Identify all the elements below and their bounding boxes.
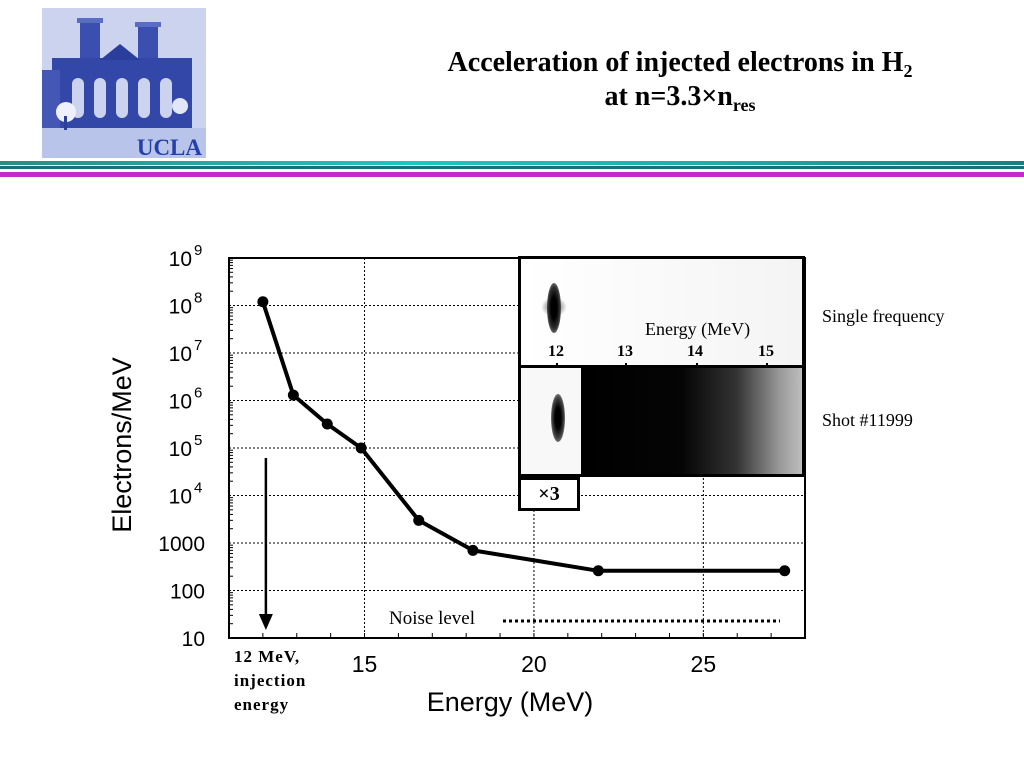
y-tick-label: 10: [169, 391, 192, 414]
inset-tick-label: 13: [617, 343, 633, 360]
y-tick-exponent: 7: [194, 337, 202, 354]
title-line-1: Acceleration of injected electrons in H2: [447, 47, 913, 81]
y-tick-label: 10: [182, 628, 205, 651]
single-frequency-label: Single frequency: [822, 306, 945, 326]
page-title: Acceleration of injected electrons in H2…: [340, 46, 1020, 114]
minor-ticks: [228, 259, 806, 638]
y-tick-label: 10: [169, 296, 192, 319]
x-tick-label: 20: [521, 651, 547, 677]
title-line-2: at n=3.3×nres: [604, 81, 756, 115]
royce-hall-icon: [42, 8, 206, 158]
x-tick-label: 15: [352, 651, 378, 677]
logo-text: UCLA: [136, 135, 202, 160]
data-series: [257, 296, 791, 577]
inset-tick-mark: [556, 363, 558, 369]
ucla-logo: UCLA: [42, 8, 206, 160]
data-point: [779, 565, 791, 577]
dark-teal-rule: [0, 166, 1024, 169]
injection-arrow-head: [258, 614, 273, 630]
electron-spot: [547, 283, 561, 333]
single-shot-image: Energy (MeV) 12 13 14 15: [521, 259, 802, 369]
y-tick-label: 1000: [158, 533, 205, 556]
injection-arrow: [258, 458, 273, 630]
data-point: [321, 418, 333, 430]
y-tick-label: 10: [169, 343, 192, 366]
y-tick-exponent: 9: [194, 242, 202, 259]
injection-note-line: energy: [234, 695, 290, 714]
injection-note-line: injection: [234, 671, 307, 690]
data-point: [413, 514, 425, 526]
data-point: [355, 442, 367, 454]
data-point: [287, 389, 299, 401]
y-tick-label: 10: [169, 438, 192, 461]
y-tick-exponent: 8: [194, 290, 202, 307]
inset-tick-label: 15: [758, 343, 774, 360]
noise-level-label: Noise level: [389, 608, 476, 629]
inset-tick-mark: [625, 363, 627, 369]
injection-energy-note: 12 MeV, injection energy: [234, 645, 306, 717]
series-line: [260, 301, 785, 573]
x-axis-label: Energy (MeV): [427, 687, 594, 717]
inset-tick-mark: [696, 363, 698, 369]
y-tick-exponent: 4: [194, 480, 202, 497]
y-tick-label: 10: [169, 486, 192, 509]
injected-beam-image: [521, 368, 581, 474]
inset-tick-label: 14: [687, 343, 703, 360]
x-tick-labels: 15 20 25: [352, 651, 716, 677]
inset-energy-label: Energy (MeV): [645, 319, 751, 339]
y-tick-label: 10: [169, 248, 192, 271]
data-point: [257, 296, 269, 308]
y-tick-label: 100: [170, 581, 205, 604]
y-tick-exponent: 6: [194, 385, 202, 402]
shot-number-label: Shot #11999: [822, 410, 913, 430]
accelerated-beam-image: [584, 368, 802, 474]
magenta-rule: [0, 172, 1024, 177]
teal-rule: [0, 161, 1024, 165]
y-tick-exponent: 5: [194, 432, 202, 449]
magnification-label: ×3: [518, 477, 580, 511]
inset-tick-label: 12: [548, 343, 564, 360]
injection-note-line: 12 MeV,: [234, 647, 301, 666]
spectrometer-image-inset: Energy (MeV) 12 13 14 15: [518, 256, 805, 477]
data-point: [467, 544, 479, 556]
data-point: [592, 565, 604, 577]
inset-tick-mark: [766, 363, 768, 369]
x-tick-label: 25: [691, 651, 717, 677]
y-axis-label: Electrons/MeV: [107, 357, 137, 533]
plot-frame: [228, 257, 806, 639]
electron-spot: [551, 394, 565, 442]
